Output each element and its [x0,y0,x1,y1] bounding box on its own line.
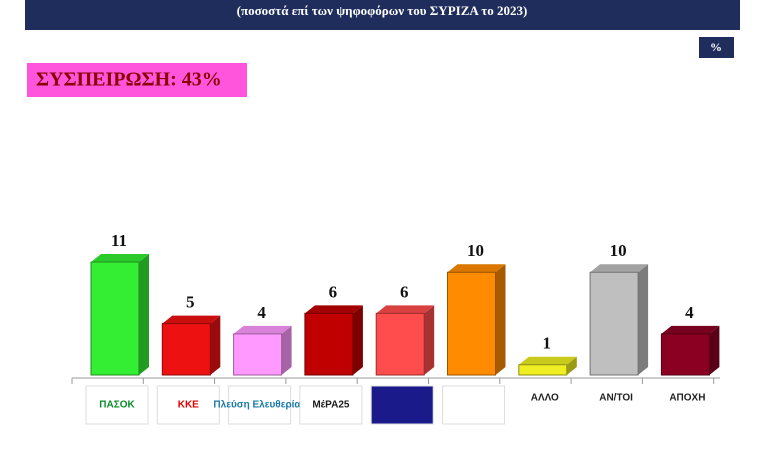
value-label: 1 [543,334,552,353]
bar [304,312,354,376]
bar [518,364,568,376]
value-label: 10 [610,241,627,260]
value-label: 4 [685,303,694,322]
bar [161,323,211,376]
x-tick-label: ΜέΡΑ25 [312,400,350,411]
value-label: 6 [400,282,409,301]
party-logo [85,385,149,425]
x-tick-label: ΑΠΟΧΗ [669,393,705,404]
bar-side [352,305,363,375]
bar-top [518,356,577,365]
bar-top [376,305,435,314]
x-tick-label: ΑΝ/ΤΟΙ [599,393,633,404]
unit-label: % [710,40,722,54]
bar-side [424,305,435,375]
bar-side [281,325,292,375]
party-logo [370,385,434,425]
annotation-box [27,63,247,97]
bar [589,271,639,376]
bar-top [447,264,506,273]
party-logo [299,385,363,425]
value-label: 11 [111,231,127,250]
bar [375,312,425,376]
value-label: 10 [467,241,484,260]
bar-side [638,264,649,375]
bar-side [139,254,149,375]
bar-top [590,264,649,273]
bar [660,333,710,376]
bar-side [566,356,577,375]
party-logo [442,385,505,425]
bar [90,261,140,376]
chart-subtitle: (ποσοστά επί των ψηφοφόρων του ΣΥΡΙΖΑ το… [237,3,528,18]
bar-top [661,325,720,334]
value-label: 5 [186,293,195,312]
bar-side [495,264,506,375]
bar-top [162,315,221,324]
party-logo [156,385,220,425]
bar-side [210,315,221,375]
x-tick-label: ΚΚΕ [178,400,199,411]
bar-top [91,254,149,262]
x-tick-label: ΠΑΣΟΚ [99,400,135,411]
title-banner [25,0,740,30]
bar-top [304,305,363,314]
x-tick-label: ΑΛΛΟ [531,393,559,404]
party-logo [228,385,292,425]
unit-box [699,37,734,58]
value-label: 4 [257,303,266,322]
bar [233,333,283,376]
bar [447,271,496,376]
x-tick-label: Πλεύση Ελευθερίας [213,400,305,411]
annotation: ΣΥΣΠΕΙΡΩΣΗ: 43% [36,69,222,91]
value-label: 6 [329,282,338,301]
bar-side [709,325,720,375]
bar-top [233,325,292,334]
